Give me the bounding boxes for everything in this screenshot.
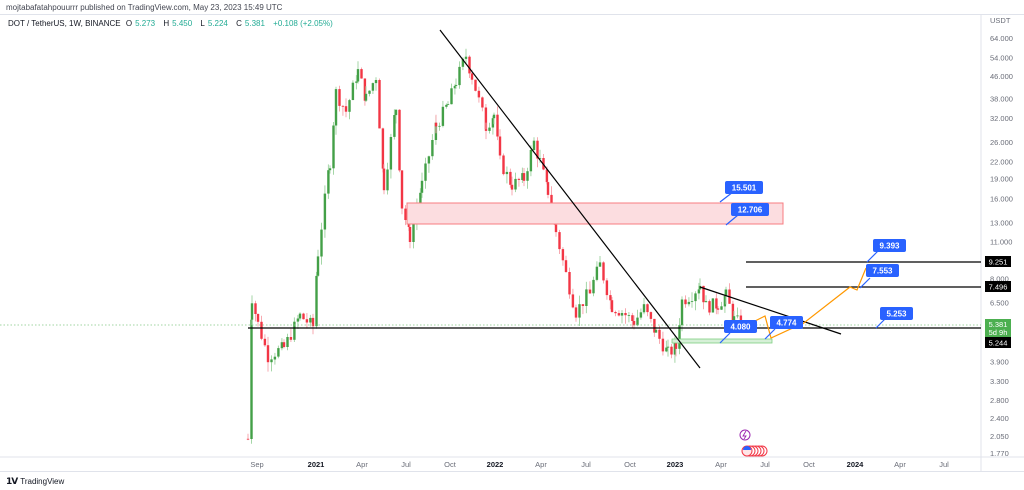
price-axis-ticks[interactable]: 64.000 54.000 46.000 38.000 32.000 26.000 22.0… xyxy=(990,34,1013,458)
price-tick: 64.000 xyxy=(990,34,1013,43)
price-tick: 8.000 xyxy=(990,275,1009,284)
callout-7553[interactable]: 7.553 xyxy=(859,264,899,289)
svg-text:4.774: 4.774 xyxy=(776,319,797,328)
time-tick: Oct xyxy=(444,460,457,469)
time-tick: Sep xyxy=(250,460,263,469)
triangle-upper-line[interactable] xyxy=(699,286,842,335)
time-tick: Apr xyxy=(894,460,906,469)
price-tick: 19.000 xyxy=(990,175,1013,184)
time-tick: Apr xyxy=(715,460,727,469)
time-axis-ticks[interactable]: Sep 2021 Apr Jul Oct 2022 Apr Jul Oct 2023 Apr Jul O… xyxy=(250,460,949,469)
price-tick: 22.000 xyxy=(990,158,1013,167)
price-tick: 16.000 xyxy=(990,194,1013,203)
publish-info: mojtabafatahpouurrr published on Trading… xyxy=(6,3,283,12)
resistance-zone[interactable] xyxy=(406,202,784,225)
svg-text:15.501: 15.501 xyxy=(732,184,757,193)
ohlc-close: C 5.381 xyxy=(236,19,265,28)
symbol-name[interactable]: DOT / TetherUS, 1W, BINANCE xyxy=(8,19,121,28)
svg-text:9.251: 9.251 xyxy=(989,258,1008,267)
brand-name[interactable]: TradingView xyxy=(20,477,65,486)
svg-text:5.381: 5.381 xyxy=(989,320,1008,329)
price-tick: 3.300 xyxy=(990,377,1009,386)
footer: 𝟭𝗩 TradingView xyxy=(6,476,64,487)
ohlc-change: +0.108 (+2.05%) xyxy=(273,19,333,28)
price-tick: 26.000 xyxy=(990,138,1013,147)
callout-5253[interactable]: 5.253 xyxy=(875,307,913,329)
ohlc-high: H 5.450 xyxy=(163,19,193,28)
svg-text:9.393: 9.393 xyxy=(879,242,900,251)
symbol-legend: DOT / TetherUS, 1W, BINANCE O 5.273 H 5.45… xyxy=(8,19,336,28)
price-tick: 13.000 xyxy=(990,218,1013,227)
price-tick: 6.500 xyxy=(990,299,1009,308)
price-tick: 46.000 xyxy=(990,72,1013,81)
time-tick: Oct xyxy=(624,460,637,469)
price-axis-currency: USDT xyxy=(990,16,1011,25)
time-tick: Jul xyxy=(401,460,411,469)
callout-12706[interactable]: 12.706 xyxy=(725,203,769,226)
price-tick: 11.000 xyxy=(990,238,1012,247)
chart-frame xyxy=(0,14,1024,472)
svg-text:7.553: 7.553 xyxy=(872,267,893,276)
price-tag-5244: 5.244 xyxy=(985,337,1011,348)
time-tick: 2022 xyxy=(487,460,504,469)
price-tick: 2.050 xyxy=(990,432,1009,441)
split-event-icon[interactable] xyxy=(739,429,751,441)
price-tick: 2.800 xyxy=(990,396,1009,405)
callout-4080[interactable]: 4.080 xyxy=(719,320,757,344)
svg-text:12.706: 12.706 xyxy=(738,206,763,215)
price-tick: 1.770 xyxy=(990,449,1009,458)
time-tick: Jul xyxy=(581,460,591,469)
time-tick: Apr xyxy=(356,460,368,469)
svg-text:5.253: 5.253 xyxy=(886,310,907,319)
svg-text:7.496: 7.496 xyxy=(989,283,1008,292)
time-tick: Jul xyxy=(760,460,770,469)
price-tick: 54.000 xyxy=(990,54,1013,63)
time-tick: 2023 xyxy=(667,460,684,469)
price-tick: 38.000 xyxy=(990,94,1013,103)
candlestick-series xyxy=(246,48,743,444)
callout-9393[interactable]: 9.393 xyxy=(866,239,906,263)
time-tick: Apr xyxy=(535,460,547,469)
callout-15501[interactable]: 15.501 xyxy=(719,181,763,203)
downtrend-line[interactable] xyxy=(439,29,701,369)
price-tick: 2.400 xyxy=(990,414,1009,423)
earnings-events-icon[interactable] xyxy=(741,445,768,457)
price-tag-7496: 7.496 xyxy=(985,281,1011,292)
callout-4774[interactable]: 4.774 xyxy=(764,316,803,340)
time-tick: 2021 xyxy=(308,460,325,469)
time-tick: Oct xyxy=(803,460,816,469)
svg-text:5d 9h: 5d 9h xyxy=(989,328,1008,337)
price-tag-9251: 9.251 xyxy=(985,256,1011,267)
tradingview-logo-icon[interactable]: 𝟭𝗩 xyxy=(6,476,18,486)
ohlc-open: O 5.273 xyxy=(125,19,156,28)
time-tick: 2024 xyxy=(847,460,865,469)
ohlc-low: L 5.224 xyxy=(200,19,228,28)
price-tag-current: 5.381 5d 9h xyxy=(985,319,1011,337)
svg-text:5.244: 5.244 xyxy=(989,339,1008,348)
svg-text:4.080: 4.080 xyxy=(730,323,751,332)
time-tick: Jul xyxy=(939,460,949,469)
price-tick: 3.900 xyxy=(990,358,1009,367)
price-tick: 32.000 xyxy=(990,114,1013,123)
